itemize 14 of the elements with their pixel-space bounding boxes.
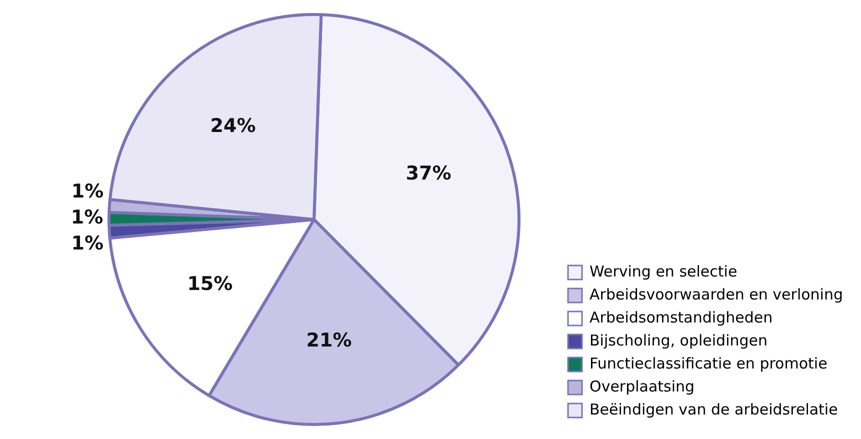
data-label: 1% [70,206,104,229]
data-label: 21% [306,330,352,352]
data-label: 24% [210,114,256,137]
legend-label: Arbeidsvoorwaarden en verloning [590,285,843,304]
legend-label: Werving en selectie [590,262,738,280]
data-label: 15% [187,272,233,295]
legend-label: Beëindigen van de arbeidsrelatie [590,400,838,418]
data-label: 1% [71,180,104,203]
legend-label: Functieclassificatie en promotie [590,354,828,372]
legend-label: Bijscholing, opleidingen [590,331,768,350]
legend-label: Overplaatsing [590,377,695,396]
data-label: 1% [71,232,104,255]
data-label: 37% [406,162,452,185]
legend-label: Arbeidsomstandigheden [590,308,773,326]
